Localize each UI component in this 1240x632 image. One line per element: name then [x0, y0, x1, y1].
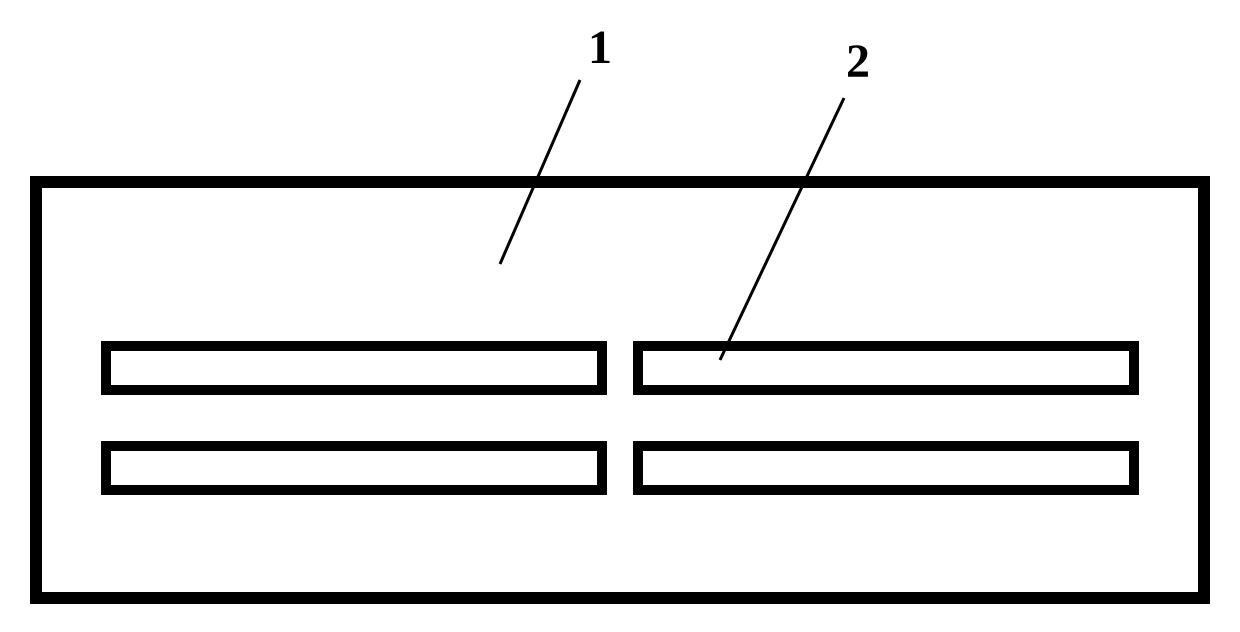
- callout-label-2: 2: [846, 34, 870, 89]
- slot-r1-c1: [106, 346, 602, 390]
- diagram-svg: [0, 0, 1240, 632]
- slot-r2-c2: [638, 446, 1134, 490]
- callout-label-1: 1: [588, 20, 612, 75]
- diagram-stage: 1 2: [0, 0, 1240, 632]
- slot-r2-c1: [106, 446, 602, 490]
- slot-r1-c2: [638, 346, 1134, 390]
